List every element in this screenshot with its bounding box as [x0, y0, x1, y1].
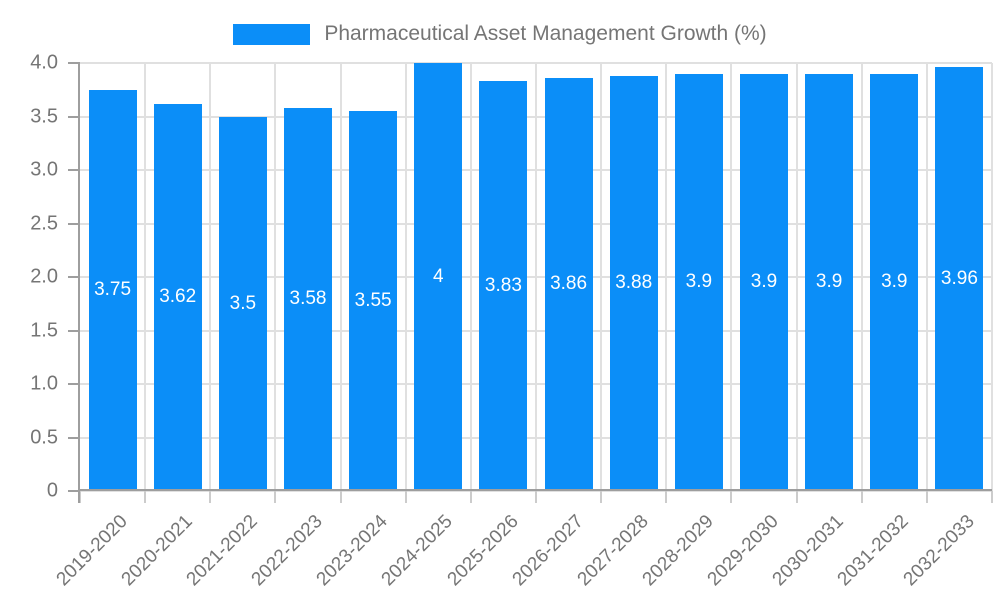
x-gridline [925, 63, 928, 491]
plot-area: 0 0.5 1.0 1.5 2.0 2.5 3.0 3.5 4.0 3.75 2019-2020 3.… [30, 52, 993, 590]
y-axis-tick-label: 1.5 [30, 319, 58, 341]
x-tick [274, 491, 277, 503]
x-gridline [404, 63, 407, 491]
x-axis-tick-label-text: 2031-2032 [834, 511, 914, 591]
bar [414, 63, 463, 491]
legend-swatch [233, 23, 311, 45]
y-tick [68, 276, 80, 278]
x-tick [991, 491, 993, 503]
x-tick [209, 491, 212, 503]
x-gridline [600, 63, 603, 491]
x-tick [339, 491, 342, 503]
y-tick [68, 329, 80, 332]
y-axis-tick-label: 0.5 [30, 426, 58, 448]
x-gridline [144, 63, 147, 491]
x-tick [79, 491, 81, 503]
x-gridline [209, 63, 212, 491]
y-axis-tick-label: 3.0 [30, 158, 58, 181]
y-axis-tick-label: 0 [46, 479, 58, 502]
bar [544, 77, 593, 491]
bar-value-label: 3.62 [159, 286, 197, 308]
legend: Pharmaceutical Asset Management Growth (… [0, 22, 1000, 46]
bar [349, 111, 398, 491]
bar-value-label: 3.86 [550, 273, 588, 295]
bar-value-label: 3.9 [685, 271, 713, 293]
bar-value-label: 3.9 [881, 271, 908, 293]
x-gridline [339, 63, 342, 491]
bar-value-label: 3.5 [229, 292, 257, 314]
y-tick [68, 169, 80, 171]
y-tick [68, 436, 80, 439]
x-gridline [535, 63, 537, 491]
x-tick [404, 491, 407, 503]
bar [218, 116, 267, 491]
bar [740, 73, 788, 491]
x-tick [795, 491, 798, 503]
bar [88, 89, 137, 491]
y-tick [68, 383, 80, 385]
x-tick [535, 491, 537, 503]
bar [609, 75, 658, 491]
x-tick [469, 491, 472, 503]
x-tick [730, 491, 733, 503]
bar-value-label: 3.9 [750, 271, 778, 293]
y-axis-tick-label: 3.5 [30, 105, 58, 127]
x-gridline [274, 63, 277, 491]
x-gridline [991, 63, 993, 491]
y-axis-tick-label: 2.0 [30, 265, 58, 288]
bar-value-label: 3.9 [815, 271, 843, 293]
x-axis-tick-label-text: 2032-2033 [899, 511, 979, 591]
x-tick [860, 491, 863, 503]
bar [674, 73, 723, 491]
y-axis-tick-label: 1.0 [30, 372, 58, 395]
x-gridline [860, 63, 863, 491]
legend-label: Pharmaceutical Asset Management Growth (… [324, 22, 767, 45]
bar-value-label: 3.83 [484, 275, 522, 297]
bar-value-label: 4 [432, 266, 444, 287]
x-gridline [730, 63, 733, 491]
bar-value-label: 3.88 [615, 272, 653, 294]
y-axis-line [78, 63, 80, 503]
x-tick [925, 491, 928, 503]
y-tick [68, 222, 80, 225]
bar-value-label: 3.58 [289, 288, 327, 310]
bar-value-label: 3.75 [94, 279, 132, 301]
x-gridline [665, 63, 668, 491]
x-gridline [469, 63, 472, 491]
y-tick [68, 115, 80, 118]
x-axis-tick-label-text: 2025-2026 [443, 511, 523, 591]
bar [935, 67, 984, 491]
y-tick [68, 62, 80, 64]
bar-value-label: 3.96 [940, 268, 978, 290]
bar [870, 73, 919, 491]
x-gridline [795, 63, 798, 491]
x-tick [144, 491, 147, 503]
x-tick [665, 491, 668, 503]
x-tick [600, 491, 603, 503]
bar [479, 81, 528, 491]
y-axis-tick-label: 2.5 [30, 212, 58, 234]
y-axis-tick-label: 4.0 [30, 51, 58, 74]
x-axis-line [78, 489, 992, 491]
x-axis-tick-label-text: 2019-2020 [52, 511, 132, 591]
bar [284, 107, 332, 491]
y-tick [68, 490, 80, 492]
bar-value-label: 3.55 [354, 290, 392, 312]
bar [805, 73, 854, 491]
bar [153, 103, 202, 491]
